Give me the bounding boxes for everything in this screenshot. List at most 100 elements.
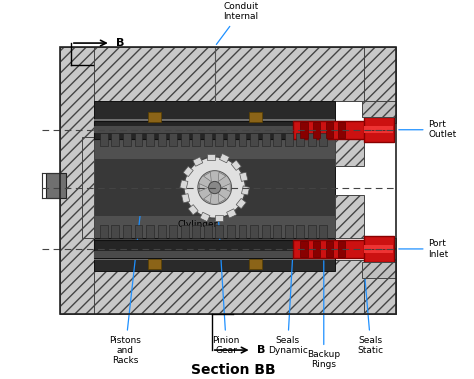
Text: Conduit
Internal: Conduit Internal — [216, 2, 258, 44]
Bar — [364, 245, 393, 252]
Text: Section BB: Section BB — [191, 363, 276, 377]
Bar — [100, 226, 108, 238]
Bar — [250, 133, 258, 146]
Bar — [94, 240, 293, 258]
Bar — [313, 122, 320, 138]
Bar — [227, 133, 235, 146]
Bar — [313, 241, 320, 257]
Bar — [326, 241, 333, 257]
Bar — [364, 117, 394, 143]
Bar — [273, 226, 281, 238]
Bar — [82, 260, 371, 314]
Bar — [100, 133, 108, 146]
Bar — [293, 240, 371, 258]
Polygon shape — [227, 209, 237, 218]
Bar — [319, 133, 328, 146]
Bar — [238, 226, 246, 238]
Polygon shape — [218, 172, 226, 182]
Bar — [338, 122, 346, 138]
Polygon shape — [193, 157, 203, 166]
Text: Clylinder: Clylinder — [177, 200, 218, 229]
Bar — [364, 238, 396, 314]
Bar — [94, 121, 293, 139]
Bar — [262, 133, 270, 146]
Bar — [94, 119, 335, 126]
Bar — [94, 252, 335, 271]
Text: Seals
Static: Seals Static — [358, 264, 384, 355]
Circle shape — [198, 171, 232, 204]
Bar — [364, 236, 394, 262]
Bar — [319, 226, 328, 238]
Bar — [326, 122, 333, 138]
Bar — [308, 226, 316, 238]
Bar — [296, 226, 304, 238]
Bar — [123, 133, 131, 146]
Polygon shape — [203, 193, 211, 203]
Text: B: B — [116, 38, 125, 48]
Text: Seals
Dynamic: Seals Dynamic — [268, 252, 308, 355]
Bar — [192, 133, 200, 146]
Bar — [169, 133, 177, 146]
Bar — [94, 252, 335, 260]
Bar — [293, 121, 371, 139]
Bar — [82, 137, 94, 238]
Polygon shape — [203, 172, 211, 182]
Bar — [362, 262, 396, 278]
Bar — [273, 133, 281, 146]
Bar — [301, 241, 308, 257]
Bar — [296, 133, 304, 146]
Polygon shape — [207, 153, 215, 160]
Bar — [135, 133, 143, 146]
Bar — [123, 226, 131, 238]
Circle shape — [184, 157, 246, 218]
Bar — [249, 259, 262, 269]
Polygon shape — [231, 160, 241, 171]
Bar — [227, 226, 235, 238]
Bar — [94, 126, 293, 133]
Polygon shape — [182, 194, 190, 203]
Bar — [147, 112, 161, 122]
Bar — [250, 226, 258, 238]
Bar — [146, 133, 154, 146]
Polygon shape — [241, 186, 250, 195]
Bar — [238, 133, 246, 146]
Bar — [60, 47, 94, 314]
Text: B: B — [257, 345, 265, 355]
Bar — [204, 133, 212, 146]
Text: Port
Outlet: Port Outlet — [399, 120, 457, 139]
Bar — [169, 226, 177, 238]
Bar — [94, 251, 293, 258]
Bar — [192, 226, 200, 238]
Bar — [301, 122, 308, 138]
Bar — [94, 238, 335, 260]
Bar — [60, 47, 396, 314]
Bar — [94, 137, 335, 238]
Bar — [111, 226, 119, 238]
Bar — [135, 226, 143, 238]
Bar — [94, 101, 335, 119]
Bar — [82, 47, 371, 101]
Circle shape — [209, 182, 221, 194]
Polygon shape — [199, 183, 208, 191]
Bar — [46, 173, 65, 198]
Text: Backup
Rings: Backup Rings — [307, 261, 340, 370]
Bar — [111, 133, 119, 146]
Bar — [338, 241, 346, 257]
Bar — [147, 259, 161, 269]
Bar — [249, 112, 262, 122]
Bar — [146, 226, 154, 238]
Polygon shape — [236, 199, 246, 209]
Bar — [308, 133, 316, 146]
Bar — [262, 226, 270, 238]
Polygon shape — [240, 172, 248, 182]
Bar — [335, 122, 364, 166]
Bar — [181, 226, 189, 238]
Text: Pistons
and
Racks: Pistons and Racks — [109, 190, 143, 365]
Bar — [204, 226, 212, 238]
Polygon shape — [188, 205, 198, 215]
Polygon shape — [218, 193, 226, 203]
Text: Port
Inlet: Port Inlet — [399, 239, 449, 258]
Polygon shape — [221, 183, 230, 191]
Polygon shape — [219, 153, 229, 163]
Bar — [94, 159, 335, 216]
